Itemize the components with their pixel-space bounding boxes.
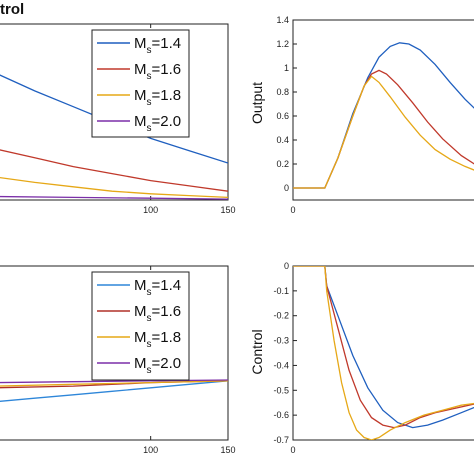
panel-output: 05000.20.40.60.811.21.4 <box>276 15 474 215</box>
series-line-4 <box>0 195 228 200</box>
y-tick-label: 0.4 <box>276 135 289 145</box>
y-tick-label: 0 <box>284 183 289 193</box>
x-tick-label: 100 <box>143 205 158 215</box>
y-tick-label: 0.8 <box>276 87 289 97</box>
y-tick-label: -0.2 <box>273 311 289 321</box>
legend-box <box>91 29 190 138</box>
legend-entry-label: Ms=2.0 <box>134 355 181 376</box>
plot-area-frame <box>292 265 474 441</box>
y-tick-label: -0.1 <box>273 286 289 296</box>
y-tick-label: -0.4 <box>273 360 289 370</box>
y-tick-label: -0.5 <box>273 385 289 395</box>
series-line-3 <box>0 176 228 199</box>
series-line-3 <box>0 380 228 387</box>
series-group <box>293 42 474 189</box>
x-tick-label: 100 <box>143 445 158 455</box>
series-line-3 <box>293 266 474 440</box>
legend-entry-label: Ms=1.4 <box>134 277 181 298</box>
legend-entry-label: Ms=1.4 <box>134 35 181 56</box>
y-tick-label: 0 <box>284 261 289 271</box>
legend-box <box>91 271 190 381</box>
y-tick-label: 1 <box>284 63 289 73</box>
panel-control: 0500-0.1-0.2-0.3-0.4-0.5-0.6-0.7 <box>273 261 474 455</box>
panel-bottom-left: 100 150 Ms=1.4 Ms=1.6 Ms=1.8 Ms=2.0 <box>0 265 236 455</box>
y-tick-label: -0.6 <box>273 410 289 420</box>
series-line-2 <box>0 149 228 192</box>
y-tick-label: 0.6 <box>276 111 289 121</box>
x-tick-label: 0 <box>290 205 295 215</box>
control-y-axis-label: Control <box>249 329 265 374</box>
y-tick-label: 1.2 <box>276 39 289 49</box>
legend-entry-label: Ms=1.8 <box>134 329 181 350</box>
legend-entry-label: Ms=1.8 <box>134 87 181 108</box>
x-tick-label: 0 <box>290 445 295 455</box>
y-tick-label: 1.4 <box>276 15 289 25</box>
y-tick-label: -0.3 <box>273 336 289 346</box>
plot-area-frame <box>292 19 474 201</box>
x-tick-label: 150 <box>220 205 235 215</box>
chart-title: trol <box>0 1 24 18</box>
legend-entry-label: Ms=1.6 <box>134 303 181 324</box>
panel-top-left: 100 150 Ms=1.4 Ms=1.6 Ms=1.8 Ms=2.0 <box>0 23 236 215</box>
series-line-1 <box>0 380 228 402</box>
x-tick-label: 150 <box>220 445 235 455</box>
legend: Ms=1.4 Ms=1.6 Ms=1.8 Ms=2.0 <box>91 271 190 381</box>
series-line-3 <box>293 75 474 189</box>
series-group <box>293 266 474 440</box>
legend: Ms=1.4 Ms=1.6 Ms=1.8 Ms=2.0 <box>91 29 190 138</box>
legend-entry-label: Ms=2.0 <box>134 113 181 134</box>
y-tick-label: 0.2 <box>276 159 289 169</box>
series-line-2 <box>293 266 474 429</box>
legend-entry-label: Ms=1.6 <box>134 61 181 82</box>
output-y-axis-label: Output <box>249 82 265 124</box>
y-tick-label: -0.7 <box>273 435 289 445</box>
